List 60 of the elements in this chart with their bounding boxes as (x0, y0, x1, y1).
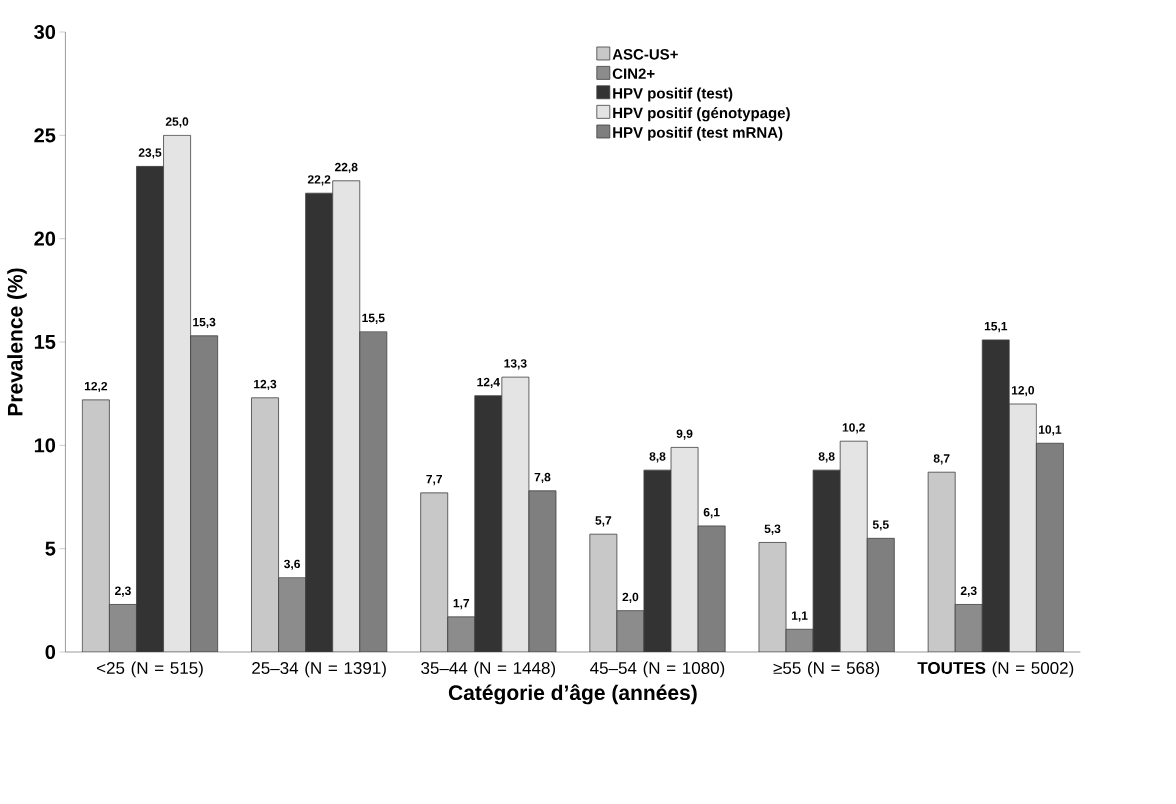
bar (589, 533, 618, 652)
data-label: 7,8 (534, 472, 551, 484)
data-label: 5,5 (872, 520, 889, 531)
data-label: 8,7 (933, 454, 950, 465)
y-axis-title: Prevalence (%) (7, 268, 27, 416)
legend-label: ASC-US+ (612, 49, 678, 60)
data-label: 2,3 (115, 586, 131, 597)
data-label: 3,6 (284, 559, 300, 570)
data-label: 12,4 (477, 377, 500, 388)
data-label: 22,2 (307, 175, 331, 186)
data-label: 12,0 (1011, 386, 1035, 397)
bar (420, 492, 449, 652)
data-label: 10,2 (842, 423, 865, 434)
data-label: 8,8 (649, 452, 666, 463)
y-tick-label: 25 (34, 128, 56, 143)
y-tick-label: 5 (45, 541, 56, 556)
data-label: 2,0 (622, 592, 639, 603)
data-label: 13,3 (504, 359, 527, 370)
data-label: 2,3 (960, 586, 977, 597)
data-label: 15,5 (362, 313, 385, 324)
data-label: 23,5 (138, 148, 162, 159)
data-label: 9,9 (676, 429, 693, 440)
data-label: 25,0 (165, 117, 189, 128)
bar (954, 604, 983, 652)
data-label: 12,3 (254, 379, 277, 391)
data-label: 6,1 (703, 507, 720, 519)
bar (927, 471, 956, 652)
data-label: 22,8 (334, 162, 358, 174)
y-tick-label: 20 (34, 231, 56, 246)
x-tick-label: TOUTES (N = 5002) (917, 661, 1074, 678)
y-tick-label: 0 (45, 644, 56, 660)
data-label: 5,3 (764, 524, 781, 535)
data-label: 7,7 (426, 475, 443, 486)
legend-label: HPV positif (test) (613, 87, 733, 102)
bar (109, 604, 137, 652)
x-tick-label: ≥55 (N = 568) (773, 661, 880, 678)
y-tick-label: 10 (34, 438, 56, 453)
x-axis-title: Catégorie d’âge (années) (448, 684, 697, 705)
data-label: 5,7 (595, 516, 612, 527)
bar (758, 542, 787, 652)
y-tick-label: 15 (34, 335, 56, 349)
x-tick-label: 25–34 (N = 1391) (252, 661, 386, 678)
y-tick-label: 30 (34, 24, 56, 40)
data-label: 15,1 (984, 322, 1008, 333)
data-label: 1,7 (453, 599, 470, 610)
x-tick-label: 45–54 (N = 1080) (590, 661, 725, 678)
data-label: 10,1 (1039, 425, 1062, 436)
bar (81, 399, 110, 652)
x-tick-label: <25 (N = 515) (96, 661, 203, 678)
legend-label: HPV positif (génotypage) (613, 107, 790, 122)
data-label: 8,8 (818, 452, 835, 463)
bar (278, 577, 307, 652)
data-label: 1,1 (791, 611, 808, 622)
x-tick-label: 35–44 (N = 1448) (421, 661, 556, 678)
legend-label: CIN2+ (612, 68, 655, 80)
bar (447, 616, 476, 652)
legend-label: HPV positif (test mRNA) (613, 126, 783, 141)
data-label: 12,2 (84, 381, 108, 393)
data-label: 15,3 (193, 317, 216, 329)
bar (251, 397, 279, 652)
